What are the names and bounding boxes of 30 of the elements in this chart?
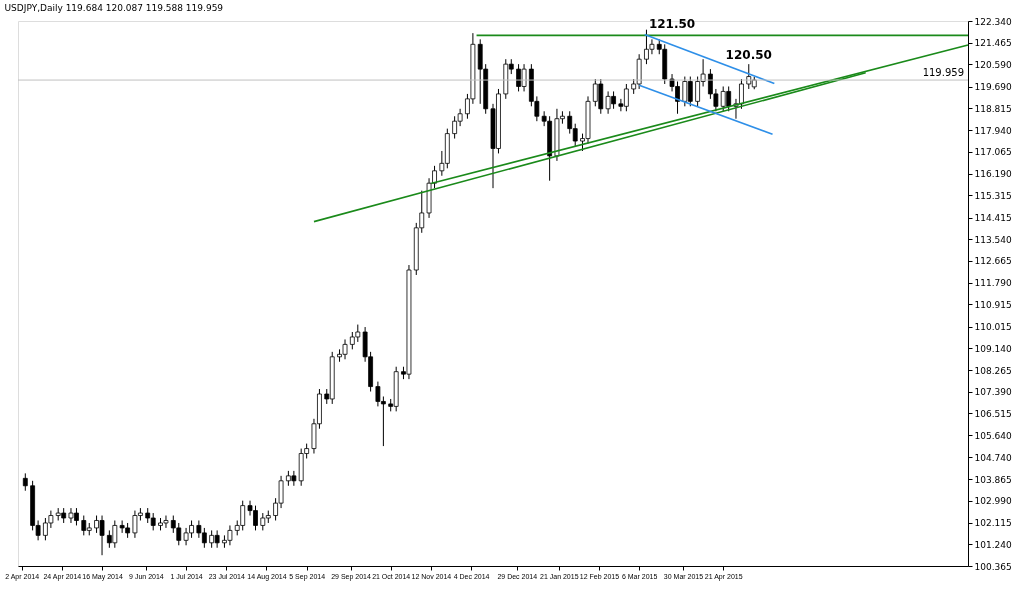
y-tick-label: 116.190 <box>974 169 1012 180</box>
y-tick-label: 120.590 <box>974 59 1012 70</box>
y-tick-label: 102.990 <box>974 496 1012 507</box>
y-tick-label: 117.065 <box>974 147 1012 158</box>
y-tick-label: 115.315 <box>974 190 1012 201</box>
y-tick-label: 110.915 <box>974 299 1012 310</box>
y-tick-label: 101.240 <box>974 539 1012 550</box>
y-tick-label: 100.365 <box>974 561 1012 572</box>
y-tick-label: 105.640 <box>974 430 1012 441</box>
annotation: 121.50 <box>648 16 696 31</box>
y-tick-label: 103.865 <box>974 474 1012 485</box>
y-tick-label: 112.665 <box>974 256 1012 267</box>
chart-title: USDJPY,Daily 119.684 120.087 119.588 119.959 <box>4 3 224 13</box>
y-tick-label: 110.015 <box>974 322 1012 333</box>
y-tick-label: 113.540 <box>974 234 1012 245</box>
y-tick-label: 104.740 <box>974 453 1012 463</box>
y-tick-label: 122.340 <box>974 16 1012 27</box>
y-tick-label: 121.465 <box>974 38 1012 49</box>
y-tick-label: 111.790 <box>974 278 1012 289</box>
y-tick-label: 107.390 <box>974 387 1012 398</box>
y-tick-label: 114.415 <box>974 213 1012 224</box>
y-tick-label: 108.265 <box>974 365 1012 376</box>
annotation: 120.50 <box>725 47 772 62</box>
y-tick-label: 106.515 <box>974 408 1012 419</box>
ref-line-label: 119.959 <box>922 67 964 79</box>
y-tick-label: 119.690 <box>974 82 1012 93</box>
y-tick-label: 118.815 <box>974 103 1012 114</box>
y-tick-label: 109.140 <box>974 343 1012 354</box>
y-tick-label: 117.940 <box>974 125 1012 136</box>
y-tick-label: 102.115 <box>974 518 1012 529</box>
